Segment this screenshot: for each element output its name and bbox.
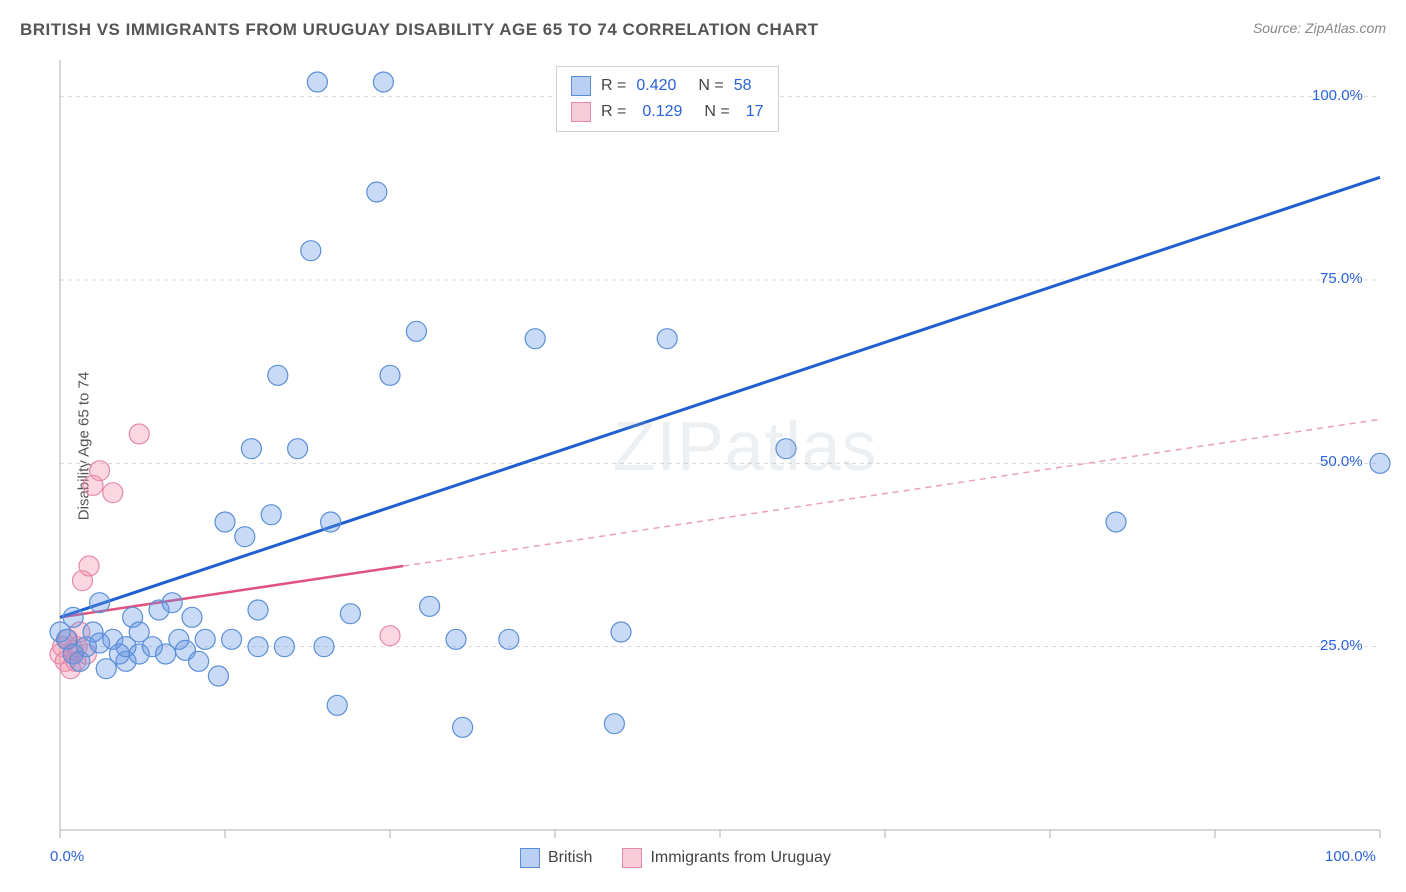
- stat-n-british: 58: [734, 77, 752, 95]
- stat-label: R =: [601, 103, 626, 121]
- stat-r-british: 0.420: [636, 77, 676, 95]
- x-tick-label-max: 100.0%: [1325, 848, 1376, 865]
- legend-label: British: [548, 849, 592, 867]
- series-legend: British Immigrants from Uruguay: [520, 848, 831, 868]
- y-tick-label: 50.0%: [1320, 453, 1363, 470]
- legend-swatch-british: [520, 848, 540, 868]
- legend-swatch-uruguay: [571, 102, 591, 122]
- y-tick-label: 75.0%: [1320, 270, 1363, 287]
- x-tick-label-min: 0.0%: [50, 848, 84, 865]
- legend-label: Immigrants from Uruguay: [650, 849, 831, 867]
- y-tick-label: 100.0%: [1312, 87, 1363, 104]
- legend-swatch-uruguay: [622, 848, 642, 868]
- stats-row-uruguay: R = 0.129 N = 17: [571, 99, 764, 125]
- chart-container: BRITISH VS IMMIGRANTS FROM URUGUAY DISAB…: [0, 0, 1406, 892]
- correlation-stats-box: R = 0.420 N = 58 R = 0.129 N = 17: [556, 66, 779, 132]
- stat-n-uruguay: 17: [746, 103, 764, 121]
- stat-r-uruguay: 0.129: [642, 103, 682, 121]
- stat-label: N =: [704, 103, 729, 121]
- legend-swatch-british: [571, 76, 591, 96]
- stats-row-british: R = 0.420 N = 58: [571, 73, 764, 99]
- stat-label: N =: [698, 77, 723, 95]
- y-tick-label: 25.0%: [1320, 637, 1363, 654]
- stat-label: R =: [601, 77, 626, 95]
- legend-item-british: British: [520, 848, 592, 868]
- watermark: ZIPatlas: [613, 406, 878, 486]
- legend-item-uruguay: Immigrants from Uruguay: [622, 848, 831, 868]
